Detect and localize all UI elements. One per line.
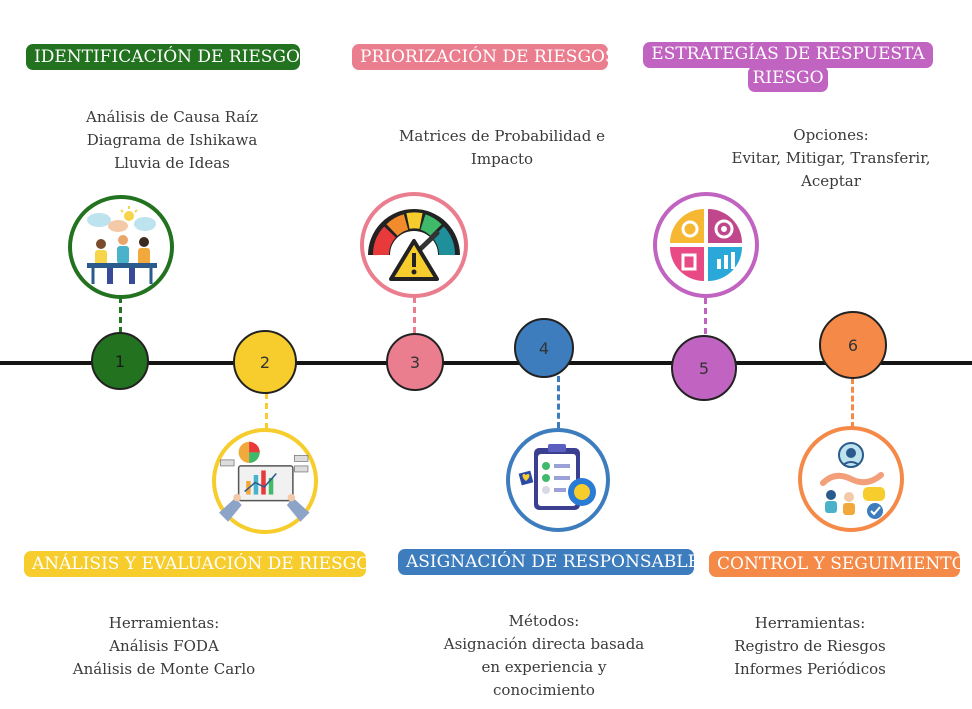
step-number: 6 [847, 335, 859, 355]
step-title-4: ASIGNACIÓN DE RESPONSABLES [398, 549, 712, 575]
step-desc-2: Herramientas: Análisis FODA Análisis de … [44, 612, 284, 681]
desc-line: conocimiento [493, 681, 595, 699]
connector-4 [557, 376, 560, 428]
step-node-2: 2 [233, 330, 297, 394]
connector-6 [851, 378, 854, 428]
desc-line: Métodos: [508, 612, 580, 630]
step-number: 4 [538, 338, 550, 358]
step-number: 3 [409, 352, 421, 372]
strategy-quadrant-icon [653, 192, 759, 298]
desc-line: Opciones: [793, 126, 869, 144]
checklist-clipboard-icon [506, 428, 610, 532]
desc-line: Lluvia de Ideas [114, 154, 230, 172]
step-title-5-line1: ESTRATEGÍAS DE RESPUESTA AL [643, 42, 933, 88]
desc-line: Informes Periódicos [734, 660, 886, 678]
step-desc-4: Métodos: Asignación directa basada en ex… [424, 610, 664, 702]
connector-1 [119, 297, 122, 333]
desc-line: Análisis FODA [109, 637, 219, 655]
connector-3 [413, 297, 416, 333]
brainstorm-meeting-icon [68, 195, 174, 299]
desc-line: Aceptar [801, 172, 861, 190]
connector-2 [265, 393, 268, 429]
step-node-3: 3 [386, 333, 444, 391]
step-title-6: CONTROL Y SEGUIMIENTO [709, 551, 966, 577]
timeline-axis [0, 361, 972, 365]
data-analysis-tablet-icon [212, 428, 318, 534]
step-desc-1: Análisis de Causa Raíz Diagrama de Ishik… [52, 106, 292, 175]
step-title-3: PRIORIZACIÓN DE RIESGOS [352, 44, 617, 70]
step-node-1: 1 [91, 332, 149, 390]
step-node-5: 5 [671, 335, 737, 401]
desc-line: Diagrama de Ishikawa [86, 131, 258, 149]
monitoring-team-icon [798, 426, 904, 532]
step-title-2: ANÁLISIS Y EVALUACIÓN DE RIESGOS [24, 551, 382, 577]
desc-line: Herramientas: [754, 614, 866, 632]
step-desc-6: Herramientas: Registro de Riesgos Inform… [690, 612, 930, 681]
desc-line: en experiencia y [481, 658, 607, 676]
step-title-1: IDENTIFICACIÓN DE RIESGOS [26, 44, 312, 70]
desc-line: Análisis de Causa Raíz [85, 108, 258, 126]
desc-line: Registro de Riesgos [734, 637, 886, 655]
step-number: 2 [259, 352, 271, 372]
desc-line: Impacto [470, 150, 534, 168]
step-number: 5 [698, 358, 710, 378]
step-title-5-line2: RIESGO [748, 66, 828, 92]
step-node-6: 6 [819, 311, 887, 379]
step-desc-5: Opciones: Evitar, Mitigar, Transferir, A… [711, 124, 951, 193]
desc-line: Matrices de Probabilidad e [399, 127, 605, 145]
risk-gauge-warning-icon [360, 192, 468, 298]
step-node-4: 4 [514, 318, 574, 378]
desc-line: Asignación directa basada [443, 635, 645, 653]
connector-5 [704, 298, 707, 334]
desc-line: Evitar, Mitigar, Transferir, [731, 149, 931, 167]
step-number: 1 [114, 351, 126, 371]
step-desc-3: Matrices de Probabilidad e Impacto [382, 125, 622, 171]
desc-line: Análisis de Monte Carlo [72, 660, 256, 678]
desc-line: Herramientas: [108, 614, 220, 632]
